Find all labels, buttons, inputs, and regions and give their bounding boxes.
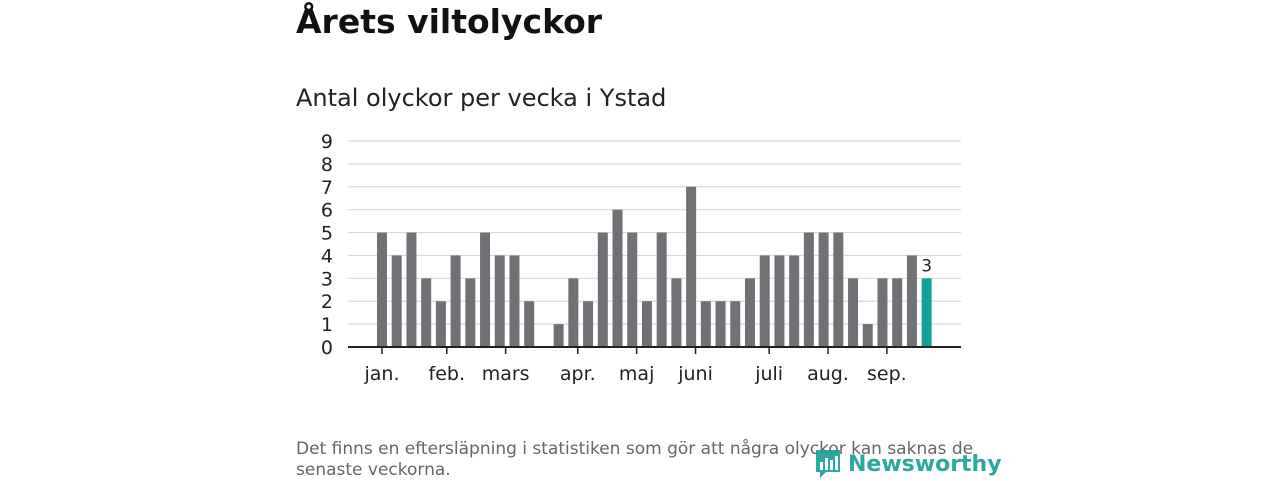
y-tick-label: 8 bbox=[321, 154, 333, 176]
bar bbox=[583, 301, 594, 347]
bar bbox=[759, 255, 770, 347]
bar bbox=[848, 278, 859, 347]
bar bbox=[406, 232, 417, 347]
bar bbox=[818, 232, 829, 347]
bar bbox=[465, 278, 476, 347]
y-tick-label: 6 bbox=[321, 200, 333, 222]
newsworthy-logo-icon bbox=[816, 450, 840, 478]
bar bbox=[391, 255, 402, 347]
bar bbox=[833, 232, 844, 347]
bar bbox=[730, 301, 741, 347]
x-tick-label: apr. bbox=[560, 363, 596, 385]
bar bbox=[803, 232, 814, 347]
y-tick-label: 3 bbox=[321, 268, 333, 290]
y-tick-label: 1 bbox=[321, 314, 333, 336]
x-tick-label: maj bbox=[619, 363, 654, 385]
bar bbox=[494, 255, 505, 347]
newsworthy-logo: Newsworthy bbox=[814, 447, 1002, 481]
y-tick-label: 2 bbox=[321, 291, 333, 313]
bar bbox=[450, 255, 461, 347]
bar bbox=[686, 186, 697, 347]
bar bbox=[509, 255, 520, 347]
x-tick-label: feb. bbox=[429, 363, 465, 385]
chart-title: Årets viltolyckor bbox=[296, 2, 603, 41]
bar bbox=[435, 301, 446, 347]
x-tick-label: mars bbox=[482, 363, 530, 385]
bar bbox=[700, 301, 711, 347]
bar bbox=[774, 255, 785, 347]
y-tick-label: 0 bbox=[321, 337, 333, 359]
bar bbox=[892, 278, 903, 347]
bar bbox=[568, 278, 579, 347]
y-tick-label: 4 bbox=[321, 245, 333, 267]
bar bbox=[671, 278, 682, 347]
bar bbox=[656, 232, 667, 347]
data-label: 3 bbox=[921, 256, 932, 276]
bar bbox=[862, 324, 873, 347]
bar-highlight bbox=[921, 278, 932, 347]
x-tick-label: juni bbox=[677, 363, 713, 385]
bar bbox=[789, 255, 800, 347]
footnote: Det finns en eftersläpning i statistiken… bbox=[296, 439, 974, 480]
bar bbox=[377, 232, 387, 347]
bar bbox=[641, 301, 652, 347]
bar bbox=[553, 324, 564, 347]
y-tick-label: 5 bbox=[321, 223, 333, 245]
bar bbox=[612, 209, 623, 347]
x-tick-label: juli bbox=[754, 363, 783, 385]
y-tick-label: 9 bbox=[321, 131, 333, 153]
x-tick-label: aug. bbox=[807, 363, 849, 385]
bar bbox=[877, 278, 888, 347]
y-tick-label: 7 bbox=[321, 177, 333, 199]
bar bbox=[421, 278, 432, 347]
bar bbox=[627, 232, 638, 347]
chart-subtitle: Antal olyckor per vecka i Ystad bbox=[296, 84, 667, 112]
bar bbox=[524, 301, 535, 347]
bar bbox=[597, 232, 608, 347]
x-tick-label: sep. bbox=[867, 363, 907, 385]
newsworthy-logo-text: Newsworthy bbox=[848, 451, 1002, 477]
bar bbox=[745, 278, 755, 347]
bar bbox=[906, 255, 917, 347]
x-tick-label: jan. bbox=[363, 363, 399, 385]
bar bbox=[480, 232, 491, 347]
bar bbox=[715, 301, 726, 347]
